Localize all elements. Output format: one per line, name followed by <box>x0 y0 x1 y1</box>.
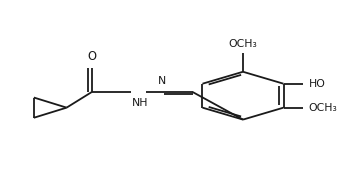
Text: N: N <box>158 77 166 86</box>
Text: OCH₃: OCH₃ <box>229 39 257 49</box>
Text: HO: HO <box>309 79 325 89</box>
Text: OCH₃: OCH₃ <box>309 103 337 113</box>
Text: O: O <box>87 49 96 63</box>
Text: NH: NH <box>132 98 149 108</box>
